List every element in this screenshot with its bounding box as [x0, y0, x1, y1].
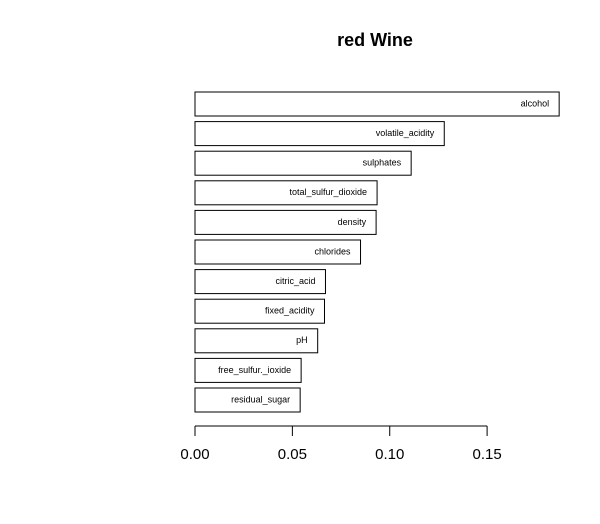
- bar: [194, 387, 301, 413]
- bar: [194, 328, 319, 354]
- bar-label: citric_acid: [275, 276, 315, 286]
- bar-label: alcohol: [521, 98, 550, 108]
- bar-label: density: [338, 217, 367, 227]
- bar-label: pH: [296, 335, 308, 345]
- bar-label: residual_sugar: [231, 394, 290, 404]
- x-tick-label: 0.05: [278, 446, 307, 463]
- bar-label: free_sulfur._ioxide: [218, 365, 291, 375]
- bar: [194, 180, 378, 206]
- bar-label: fixed_acidity: [265, 306, 315, 316]
- bar-label: chlorides: [314, 246, 351, 256]
- bar: [194, 150, 412, 176]
- chart-title: red Wine: [337, 30, 413, 50]
- bar: [194, 239, 362, 265]
- bar: [194, 298, 325, 324]
- bar: [194, 121, 445, 147]
- bar-label: total_sulfur_dioxide: [290, 187, 368, 197]
- bar-label: volatile_acidity: [376, 128, 435, 138]
- x-tick-label: 0.10: [375, 446, 404, 463]
- bar: [194, 269, 326, 295]
- bar: [194, 91, 560, 117]
- bar: [194, 357, 302, 383]
- bar: [194, 209, 377, 235]
- x-tick-label: 0.15: [473, 446, 502, 463]
- x-tick-label: 0.00: [180, 446, 209, 463]
- bar-label: sulphates: [363, 158, 402, 168]
